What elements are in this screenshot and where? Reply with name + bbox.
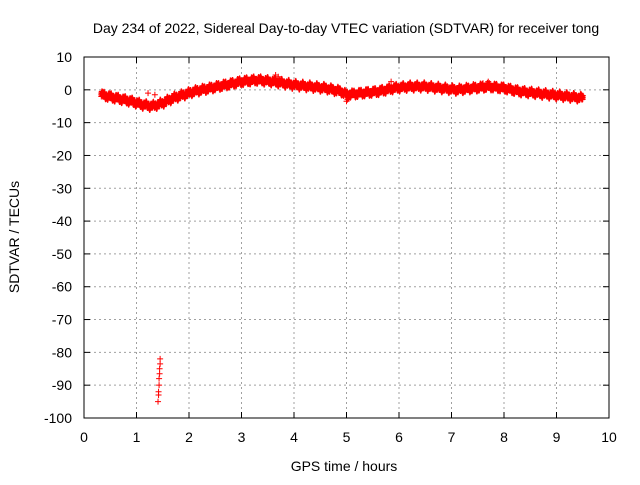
data-point (579, 94, 586, 101)
grid-lines (84, 57, 609, 418)
x-tick-label: 2 (185, 429, 193, 445)
x-tick-label: 1 (133, 429, 141, 445)
x-tick-label: 7 (448, 429, 456, 445)
y-tick-label: -50 (52, 246, 72, 262)
outlier-point (344, 96, 351, 103)
outlier-point (275, 73, 282, 80)
y-tick-label: -60 (52, 279, 72, 295)
outlier-point (155, 392, 162, 399)
x-tick-label: 6 (395, 429, 403, 445)
x-tick-label: 5 (343, 429, 351, 445)
outlier-point (480, 80, 486, 87)
outlier-point (145, 90, 152, 97)
outlier-point (156, 370, 163, 377)
x-tick-label: 10 (601, 429, 617, 445)
y-tick-label: -30 (52, 180, 72, 196)
y-tick-label: 10 (56, 49, 72, 65)
y-tick-label: -100 (44, 410, 72, 426)
y-tick-label: -40 (52, 213, 72, 229)
y-tick-label: -10 (52, 115, 72, 131)
outlier-point (151, 91, 158, 98)
plot-frame (83, 56, 610, 419)
outlier-point (157, 360, 164, 367)
x-tick-label: 0 (80, 429, 88, 445)
y-tick-label: -90 (52, 377, 72, 393)
outlier-point (156, 375, 163, 382)
axis-ticks: 0 1 2 3 4 5 6 7 8 9 10 10 0 -10 -20 -30 -40 -50 -60 -70 -80 -… (44, 49, 617, 445)
y-axis-label: SDTVAR / TECUs (6, 181, 22, 293)
x-tick-label: 3 (238, 429, 246, 445)
y-tick-label: -80 (52, 344, 72, 360)
outlier-point (156, 382, 163, 389)
outlier-point (155, 398, 162, 405)
chart-title: Day 234 of 2022, Sidereal Day-to-day VTE… (93, 20, 599, 36)
data-points (98, 72, 586, 405)
outlier-point (485, 78, 492, 85)
x-tick-label: 4 (290, 429, 298, 445)
x-tick-label: 9 (553, 429, 561, 445)
y-tick-label: -20 (52, 147, 72, 163)
outlier-point (388, 78, 395, 85)
x-axis-label: GPS time / hours (291, 458, 398, 474)
x-tick-label: 8 (500, 429, 508, 445)
y-tick-label: 0 (64, 82, 72, 98)
y-tick-label: -70 (52, 312, 72, 328)
